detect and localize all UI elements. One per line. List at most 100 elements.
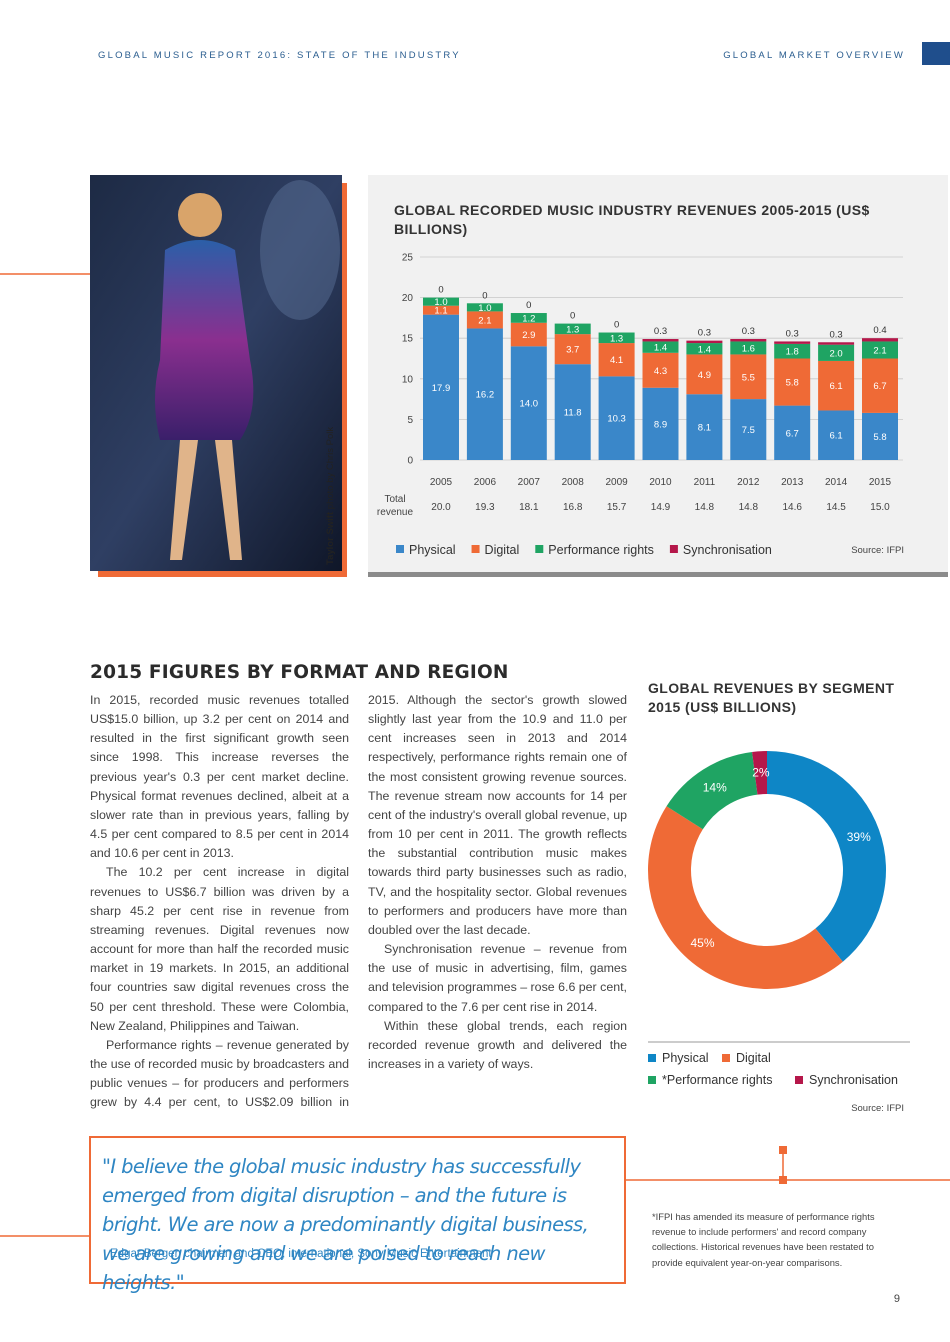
- x-tick-label: 2005: [430, 477, 453, 488]
- chart-title: GLOBAL REVENUES BY SEGMENT 2015 (US$ BIL…: [648, 680, 895, 715]
- bar-segment: [730, 339, 767, 342]
- value-label: 1.2: [522, 313, 535, 324]
- value-label: 45%: [691, 936, 715, 950]
- bar-segment: [774, 358, 811, 406]
- value-label: 3.7: [566, 345, 579, 356]
- bar-segment: [730, 354, 767, 400]
- value-label: 0.3: [786, 328, 799, 339]
- bar-segment: [774, 343, 811, 359]
- total-label: 14.8: [695, 502, 715, 513]
- value-label: 1.0: [434, 297, 447, 308]
- bar-segment: [862, 412, 898, 460]
- bar-segment: [466, 303, 503, 312]
- bar-segment: [642, 352, 679, 388]
- bar-segment: [554, 323, 591, 335]
- value-label: 2.9: [522, 330, 535, 341]
- bar-segment: [466, 311, 503, 329]
- legend-swatch: [722, 1054, 730, 1062]
- y-tick-label: 5: [407, 415, 413, 426]
- value-label: 6.7: [786, 428, 799, 439]
- value-label: 6.1: [829, 381, 842, 392]
- header-left: GLOBAL MUSIC REPORT 2016: STATE OF THE I…: [98, 50, 461, 61]
- legend-label: Physical: [662, 1051, 709, 1065]
- value-label: 4.9: [698, 370, 711, 381]
- legend-label: Performance rights: [548, 543, 654, 557]
- photo-caption: Taylor Swift photo by Chris Polk: [325, 427, 336, 565]
- legend-swatch: [535, 545, 544, 553]
- x-tick-label: 2007: [518, 477, 541, 488]
- x-tick-label: 2010: [649, 477, 672, 488]
- source: Source: IFPI: [851, 1103, 904, 1114]
- total-label: 18.1: [519, 502, 539, 513]
- bar-segment: [423, 314, 459, 460]
- value-label: 4.1: [610, 355, 623, 366]
- x-tick-label: 2008: [562, 477, 585, 488]
- totals-label: Total revenue: [376, 494, 414, 518]
- paragraph: Synchronisation revenue – revenue from t…: [368, 942, 627, 1014]
- footnote: *IFPI has amended its measure of perform…: [652, 1211, 875, 1268]
- value-label: 5.8: [786, 378, 799, 389]
- donut-segment: [666, 751, 758, 830]
- value-label: 0.3: [654, 326, 667, 337]
- legend-label: Synchronisation: [809, 1073, 898, 1087]
- y-tick-label: 15: [402, 334, 414, 345]
- quote-box: [89, 1136, 626, 1284]
- chart-panel-edge: [368, 572, 948, 577]
- value-label: 5.5: [742, 372, 755, 383]
- x-tick-label: 2014: [825, 477, 848, 488]
- total-label: 14.6: [782, 502, 802, 513]
- connector: [625, 1150, 950, 1181]
- total-label: 14.5: [826, 502, 846, 513]
- value-label: 1.4: [698, 344, 711, 355]
- value-label: 1.3: [610, 333, 623, 344]
- bar-segment: [686, 340, 723, 344]
- pull-quote: "I believe the global music industry has…: [102, 1155, 589, 1294]
- x-tick-label: 2012: [737, 477, 760, 488]
- legend-swatch: [648, 1054, 656, 1062]
- value-label: 0: [570, 311, 575, 322]
- bar-segment: [423, 297, 459, 306]
- value-label: 1.0: [478, 303, 491, 314]
- bar-segment: [510, 313, 547, 323]
- value-label: 0.3: [698, 328, 711, 339]
- connector-node: [779, 1176, 787, 1184]
- value-label: 14%: [703, 781, 727, 795]
- bar-segment: [642, 341, 679, 353]
- bar-segment: [818, 342, 855, 345]
- legend-label: Synchronisation: [683, 543, 772, 557]
- value-label: 1.4: [654, 343, 667, 354]
- bar-segment: [642, 339, 679, 342]
- photo-figure: [178, 193, 222, 237]
- value-label: 0.3: [829, 329, 842, 340]
- page-number: 9: [894, 1293, 900, 1305]
- donut-segment: [767, 751, 887, 962]
- bar-segment: [862, 358, 898, 413]
- photo-figure: [170, 440, 242, 560]
- y-tick-label: 25: [402, 253, 414, 264]
- legend-label: Digital: [736, 1051, 771, 1065]
- bar-segment: [730, 341, 767, 355]
- value-label: 8.9: [654, 419, 667, 430]
- legend-swatch: [648, 1076, 656, 1084]
- connector-node: [779, 1146, 787, 1154]
- value-label: 0.3: [742, 326, 755, 337]
- y-tick-label: 0: [407, 456, 413, 467]
- bar-segment: [774, 341, 811, 344]
- paragraph: The 10.2 per cent increase in digital re…: [90, 865, 349, 1033]
- bar-segment: [686, 343, 723, 355]
- x-tick-label: 2006: [474, 477, 497, 488]
- bar-segment: [510, 322, 547, 347]
- y-tick-label: 20: [402, 293, 414, 304]
- value-label: 1.1: [434, 306, 447, 317]
- y-tick-label: 10: [402, 374, 414, 385]
- value-label: 16.2: [476, 390, 495, 401]
- bar-segment: [686, 354, 723, 395]
- quote-attribution: Edgar Berger, chairman and CEO, internat…: [110, 1248, 492, 1260]
- value-label: 0: [438, 285, 443, 296]
- value-label: 11.8: [564, 408, 582, 419]
- legend-swatch: [795, 1076, 803, 1084]
- article-body: In 2015, recorded music revenues totalle…: [90, 691, 627, 1121]
- legend-swatch: [669, 545, 678, 553]
- value-label: 2%: [752, 766, 770, 780]
